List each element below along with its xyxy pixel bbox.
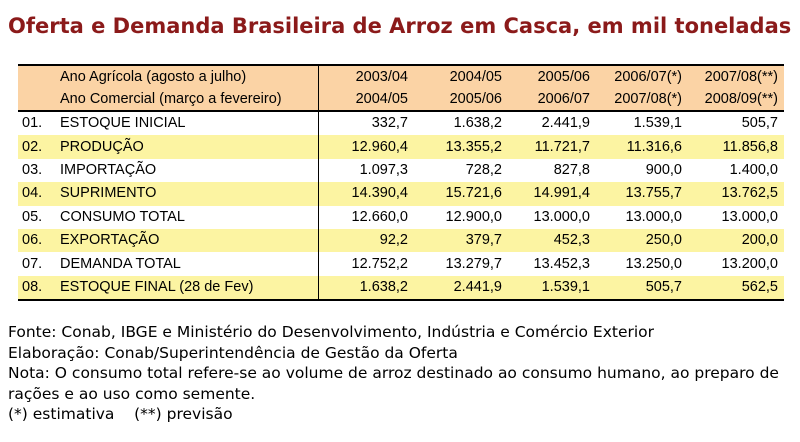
row-label: EXPORTAÇÃO [56,228,318,253]
row-label: PRODUÇÃO [56,135,318,159]
row-number: 01. [22,115,43,132]
value-cell: 505,7 [741,115,778,132]
header-year-cell: 2006/07(*) [596,66,688,88]
table-header-row: Ano Agrícola (agosto a julho) 2003/04 2004… [18,66,784,88]
value-cell: 1.400,0 [729,161,778,178]
row-number: 02. [18,135,56,159]
page-title: Oferta e Demanda Brasileira de Arroz em … [8,14,792,38]
header-year-cell: 2008/09(**) [688,88,784,112]
table-row: 06. EXPORTAÇÃO 92,2 379,7 452,3 250,0 200,0 [18,228,784,253]
source-note: Fonte: Conab, IBGE e Ministério do Desen… [8,323,655,341]
value-cell: 1.638,2 [453,115,502,132]
value-cell: 13.279,7 [445,255,502,272]
table-row: 07. DEMANDA TOTAL 12.752,2 13.279,7 13.452,3… [18,252,784,276]
header-spacer-cell [18,88,56,112]
header-label: Ano Agrícola (agosto a julho) [56,66,318,88]
table-header-row: Ano Comercial (março a fevereiro) 2004/05… [18,88,784,112]
consumption-note: Nota: O consumo total refere-se ao volum… [8,364,779,403]
value-cell: 505,7 [596,275,688,300]
row-label: DEMANDA TOTAL [60,255,181,272]
value-cell: 900,0 [645,161,682,178]
value-cell: 13.250,0 [625,255,682,272]
table-row: 02. PRODUÇÃO 12.960,4 13.355,2 11.721,7 11.31… [18,135,784,159]
row-number: 06. [18,228,56,253]
row-label: SUPRIMENTO [56,182,318,206]
value-cell: 13.452,3 [533,255,590,272]
value-cell: 1.539,1 [508,275,596,300]
header-year-cell: 2004/05 [317,88,414,112]
value-cell: 15.721,6 [414,182,508,206]
row-label: ESTOQUE INICIAL [60,115,186,132]
value-cell: 92,2 [317,228,414,253]
value-cell: 1.097,3 [317,158,414,183]
value-cell: 13.755,7 [596,182,688,206]
header-label: Ano Comercial (março a fevereiro) [56,88,318,112]
table-row: 08. ESTOQUE FINAL (28 de Fev) 1.638,2 2.441… [18,275,784,300]
table-row: 04. SUPRIMENTO 14.390,4 15.721,6 14.991,4 13.… [18,182,784,206]
table-row: 01. ESTOQUE INICIAL 332,7 1.638,2 2.441,9 1.5… [18,111,784,136]
row-label: IMPORTAÇÃO [60,161,157,178]
value-cell: 2.441,9 [414,275,508,300]
legend-note: (*) estimativa (**) previsão [8,405,233,423]
row-number: 03. [22,161,43,178]
value-cell: 2.441,9 [541,115,590,132]
header-spacer-cell [18,66,56,88]
header-year-cell: 2004/05 [414,66,508,88]
value-cell: 332,7 [317,111,414,136]
table-row: 03. IMPORTAÇÃO 1.097,3 728,2 827,8 900,0 1.400… [18,158,784,183]
header-year-cell: 2003/04 [317,66,414,88]
value-cell: 12.660,0 [317,205,414,229]
row-label: ESTOQUE FINAL (28 de Fev) [56,275,318,300]
value-cell: 14.390,4 [317,182,414,206]
value-cell: 379,7 [414,228,508,253]
row-number: 08. [18,275,56,300]
header-year-cell: 2007/08(**) [688,66,784,88]
value-cell: 1.539,1 [633,115,682,132]
row-number: 07. [22,255,43,272]
table-row: 05. CONSUMO TOTAL 12.660,0 12.900,0 13.000,0… [18,205,784,229]
row-number: 04. [18,182,56,206]
value-cell: 1.638,2 [317,275,414,300]
value-cell: 14.991,4 [508,182,596,206]
value-cell: 13.000,0 [721,208,778,225]
value-cell: 13.200,0 [721,255,778,272]
value-cell: 12.960,4 [317,135,414,159]
header-year-cell: 2005/06 [508,66,596,88]
header-year-cell: 2005/06 [414,88,508,112]
value-cell: 827,8 [553,161,590,178]
value-cell: 13.762,5 [688,182,784,206]
header-year-cell: 2007/08(*) [596,88,688,112]
value-cell: 13.355,2 [414,135,508,159]
value-cell: 11.721,7 [508,135,596,159]
elaboration-note: Elaboração: Conab/Superintendência de Ge… [8,343,458,362]
value-cell: 12.900,0 [445,208,502,225]
value-cell: 11.316,6 [596,135,688,159]
row-number: 05. [22,208,43,225]
value-cell: 13.000,0 [625,208,682,225]
value-cell: 11.856,8 [688,135,784,159]
value-cell: 250,0 [596,228,688,253]
footnotes: Fonte: Conab, IBGE e Ministério do Desen… [8,322,792,425]
value-cell: 728,2 [465,161,502,178]
value-cell: 13.000,0 [533,208,590,225]
row-label: CONSUMO TOTAL [60,208,185,225]
value-cell: 12.752,2 [317,252,414,276]
supply-demand-table: Ano Agrícola (agosto a julho) 2003/04 2004… [18,64,784,302]
header-year-cell: 2006/07 [508,88,596,112]
value-cell: 452,3 [508,228,596,253]
value-cell: 200,0 [688,228,784,253]
value-cell: 562,5 [688,275,784,300]
